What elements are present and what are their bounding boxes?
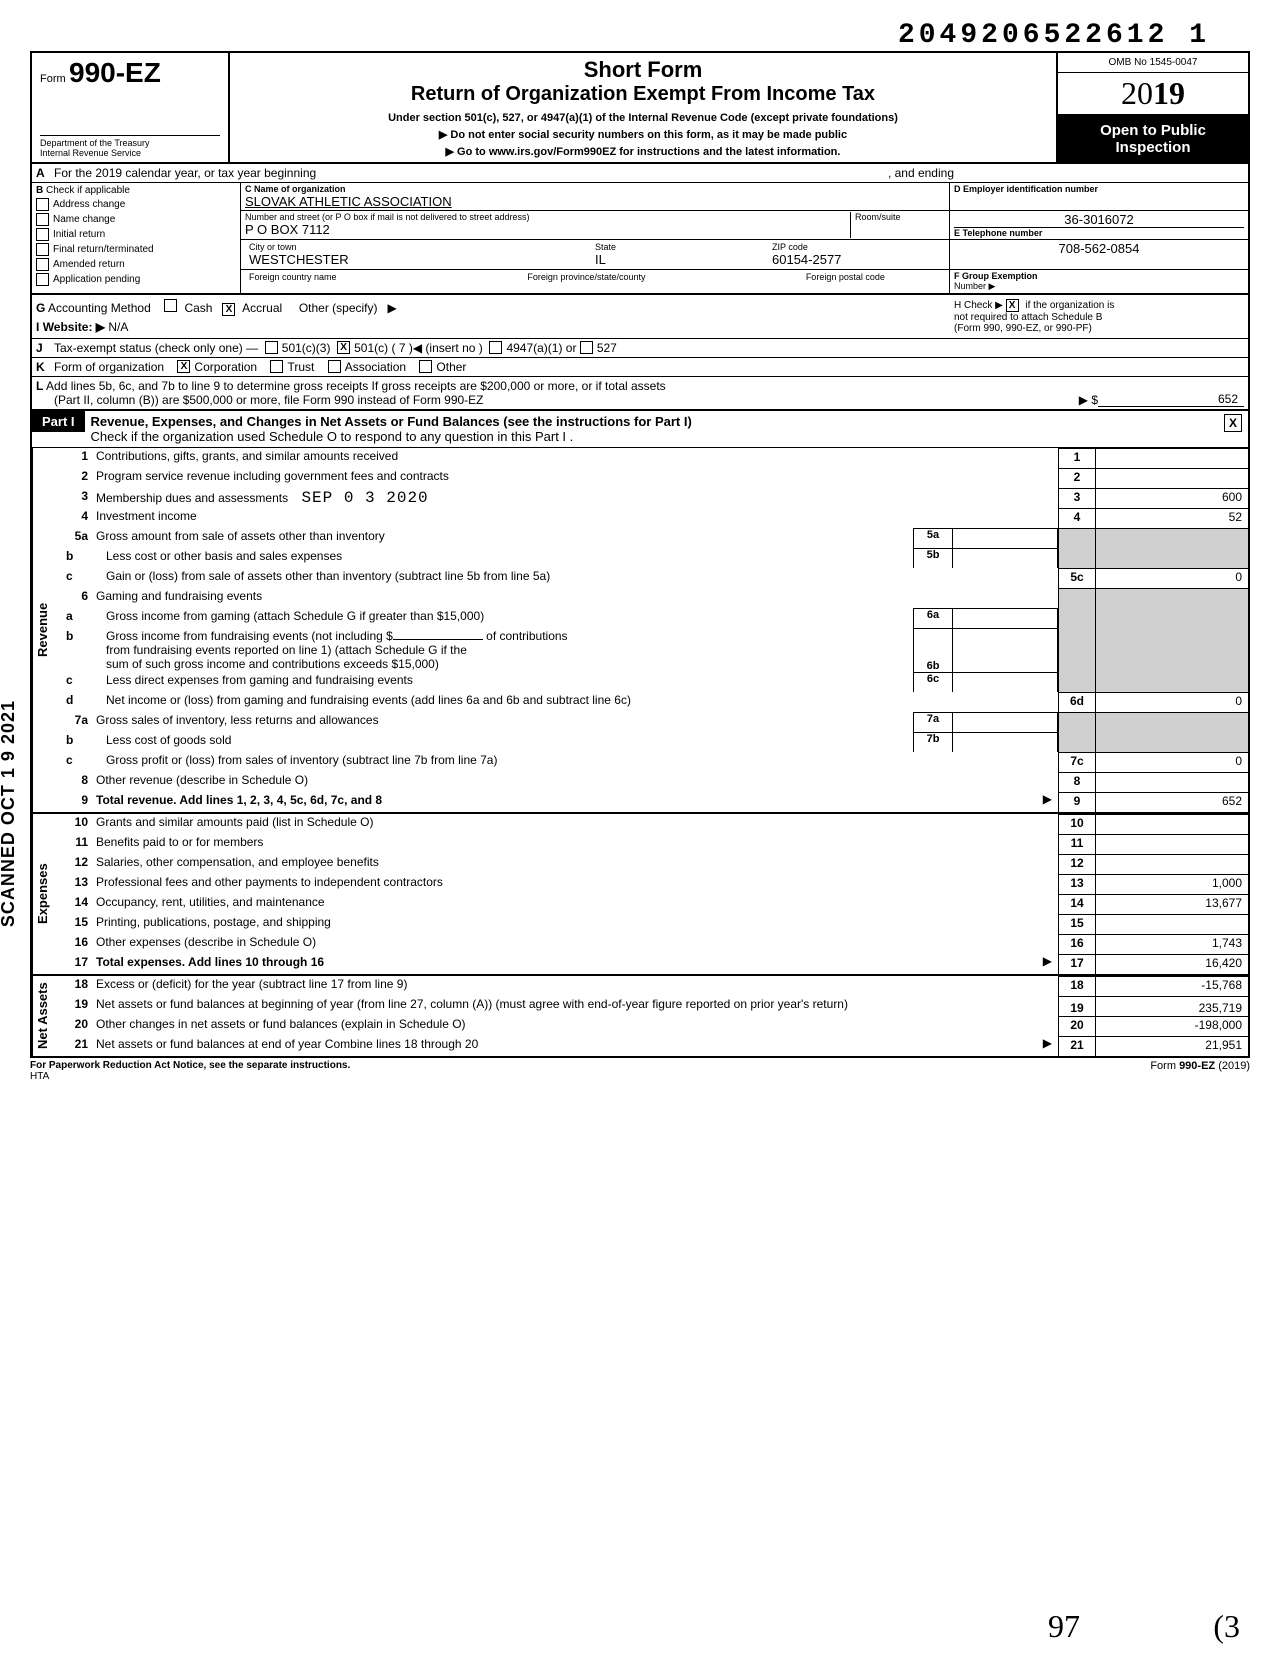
val-16: 1,743: [1095, 934, 1248, 954]
val-9: 652: [1095, 792, 1248, 812]
chk-501c[interactable]: X: [337, 341, 350, 354]
chk-address-change[interactable]: [36, 198, 49, 211]
state: IL: [595, 252, 764, 267]
val-15: [1095, 914, 1248, 934]
chk-sched-o[interactable]: X: [1224, 414, 1242, 432]
line-l: L Add lines 5b, 6c, and 7b to line 9 to …: [30, 377, 1250, 411]
hand-number-2: (3: [1213, 1608, 1240, 1645]
street-address: P O BOX 7112: [245, 222, 850, 237]
dept-treasury: Department of the Treasury: [40, 138, 220, 148]
form-prefix: Form: [40, 73, 66, 85]
net-assets-section: Net Assets 18Excess or (deficit) for the…: [30, 976, 1250, 1058]
val-3: 600: [1095, 488, 1248, 508]
gross-receipts: 652: [1098, 392, 1244, 407]
chk-cash[interactable]: [164, 299, 177, 312]
goto-url: Go to www.irs.gov/Form990EZ for instruct…: [457, 146, 840, 158]
line-j: J Tax-exempt status (check only one) — 5…: [30, 339, 1250, 358]
line-k: K Form of organization X Corporation Tru…: [30, 358, 1250, 377]
chk-4947[interactable]: [489, 341, 502, 354]
chk-final-return[interactable]: [36, 243, 49, 256]
chk-accrual[interactable]: X: [222, 303, 235, 316]
footer: For Paperwork Reduction Act Notice, see …: [30, 1058, 1250, 1084]
chk-527[interactable]: [580, 341, 593, 354]
website: N/A: [108, 320, 128, 334]
tax-year: 2019: [1058, 73, 1248, 115]
city: WESTCHESTER: [249, 252, 587, 267]
part-1-header: Part I Revenue, Expenses, and Changes in…: [30, 411, 1250, 448]
val-1: [1095, 448, 1248, 468]
org-name: SLOVAK ATHLETIC ASSOCIATION: [245, 194, 945, 209]
val-13: 1,000: [1095, 874, 1248, 894]
net-assets-label: Net Assets: [32, 976, 52, 1056]
form-number: 990-EZ: [69, 57, 161, 88]
chk-amended[interactable]: [36, 258, 49, 271]
val-17: 16,420: [1095, 954, 1248, 974]
main-title: Return of Organization Exempt From Incom…: [250, 83, 1036, 106]
501c-num: 7: [399, 341, 406, 355]
val-7c: 0: [1095, 752, 1248, 772]
chk-name-change[interactable]: [36, 213, 49, 226]
val-19: 235,719: [1095, 996, 1248, 1016]
chk-corp[interactable]: X: [177, 360, 190, 373]
form-header: Form 990-EZ Department of the Treasury I…: [30, 51, 1250, 164]
short-form-title: Short Form: [250, 57, 1036, 83]
ssn-warning: Do not enter social security numbers on …: [450, 129, 847, 141]
chk-trust[interactable]: [270, 360, 283, 373]
open-public-2: Inspection: [1062, 139, 1244, 156]
line-a: A For the 2019 calendar year, or tax yea…: [30, 164, 1250, 183]
chk-other-org[interactable]: [419, 360, 432, 373]
val-14: 13,677: [1095, 894, 1248, 914]
val-20: -198,000: [1095, 1016, 1248, 1036]
chk-assoc[interactable]: [328, 360, 341, 373]
val-11: [1095, 834, 1248, 854]
val-21: 21,951: [1095, 1036, 1248, 1056]
scanned-stamp: SCANNED OCT 1 9 2021: [0, 700, 19, 927]
chk-app-pending[interactable]: [36, 273, 49, 286]
section-b-f: B Check if applicable Address change Nam…: [30, 183, 1250, 295]
open-public-1: Open to Public: [1062, 122, 1244, 139]
hand-number-1: 97: [1048, 1608, 1080, 1645]
val-12: [1095, 854, 1248, 874]
chk-501c3[interactable]: [265, 341, 278, 354]
subtitle: Under section 501(c), 527, or 4947(a)(1)…: [250, 112, 1036, 124]
val-4: 52: [1095, 508, 1248, 528]
chk-initial-return[interactable]: [36, 228, 49, 241]
phone: 708-562-0854: [954, 241, 1244, 256]
tracking-number: 2049206522612 1: [30, 20, 1250, 51]
chk-sched-b[interactable]: X: [1006, 299, 1019, 312]
revenue-section: Revenue 1Contributions, gifts, grants, a…: [30, 448, 1250, 814]
ein: 36-3016072: [954, 212, 1244, 227]
val-10: [1095, 814, 1248, 834]
revenue-label: Revenue: [32, 448, 52, 812]
val-2: [1095, 468, 1248, 488]
val-18: -15,768: [1095, 976, 1248, 996]
expenses-label: Expenses: [32, 814, 52, 974]
val-6d: 0: [1095, 692, 1248, 712]
val-8: [1095, 772, 1248, 792]
zip: 60154-2577: [772, 252, 941, 267]
expenses-section: Expenses 10Grants and similar amounts pa…: [30, 814, 1250, 976]
omb-number: OMB No 1545-0047: [1058, 53, 1248, 73]
line-g-i: G Accounting Method Cash X Accrual Other…: [30, 295, 1250, 339]
irs: Internal Revenue Service: [40, 148, 220, 158]
date-stamp: SEP 0 3 2020: [301, 489, 428, 507]
val-5c: 0: [1095, 568, 1248, 588]
